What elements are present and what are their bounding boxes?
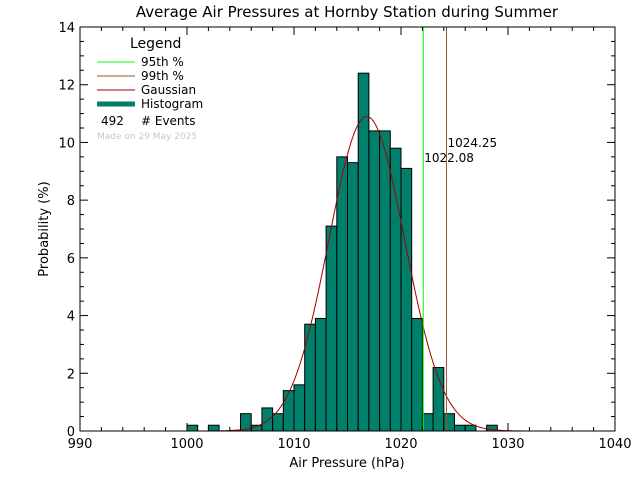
histogram-bar [186,424,199,432]
y-tick-label: 6 [67,252,75,267]
y-tick-label: 10 [58,136,75,151]
histogram-bar [261,407,274,432]
histogram-bar [325,225,338,432]
histogram-bar [454,424,466,432]
x-tick-label: 1010 [277,437,310,452]
y-axis-title: Probability (%) [37,181,52,276]
histogram-bar [314,317,327,432]
histogram-bar [368,130,381,432]
y-tick-label: 8 [67,194,75,209]
y-axis-ticks: 0 2 4 6 8 10 12 14 [58,21,615,440]
histogram-bar [379,130,391,432]
x-tick-label: 990 [68,437,93,452]
y-tick-label: 14 [58,21,75,36]
made-on-note: Made on 29 May 2025 [97,132,197,142]
legend-item-label: 95th % [141,55,184,69]
x-tick-label: 1040 [598,437,631,452]
events-count: 492 [101,114,124,128]
histogram-bar [272,413,284,432]
y-tick-label: 4 [67,310,75,325]
histogram-bar [207,424,220,432]
x-axis-ticks: 990 1000 1010 1020 1030 1040 [68,27,632,452]
histogram-bar [411,317,423,432]
histogram-bar [293,384,306,432]
y-tick-label: 2 [67,367,75,382]
histogram-bar [282,390,295,432]
x-axis-title: Air Pressure (hPa) [289,456,404,471]
x-tick-label: 1030 [491,437,524,452]
histogram-bar [336,156,348,432]
histogram-bar [464,424,477,432]
x-tick-label: 1000 [170,437,203,452]
percentile-99-label: 1024.25 [447,136,497,150]
legend-title: Legend [130,36,181,52]
histogram-bar [357,72,370,432]
histogram-bar [347,162,359,432]
y-tick-label: 12 [58,79,75,94]
chart-title: Average Air Pressures at Hornby Station … [136,3,559,21]
histogram-bar [443,413,455,432]
events-label: # Events [141,114,196,128]
percentile-95-label: 1022.08 [424,151,474,165]
legend-item-label: 99th % [141,69,184,83]
histogram-bar [389,147,402,432]
histogram-bar [304,323,316,432]
histogram-bar [400,167,413,432]
x-tick-label: 1020 [384,437,417,452]
histogram-bar [421,413,434,432]
histogram-bars [186,72,498,432]
legend-item-label: Gaussian [141,83,196,97]
legend-item-label: Histogram [141,97,203,111]
y-tick-label: 0 [67,425,75,440]
